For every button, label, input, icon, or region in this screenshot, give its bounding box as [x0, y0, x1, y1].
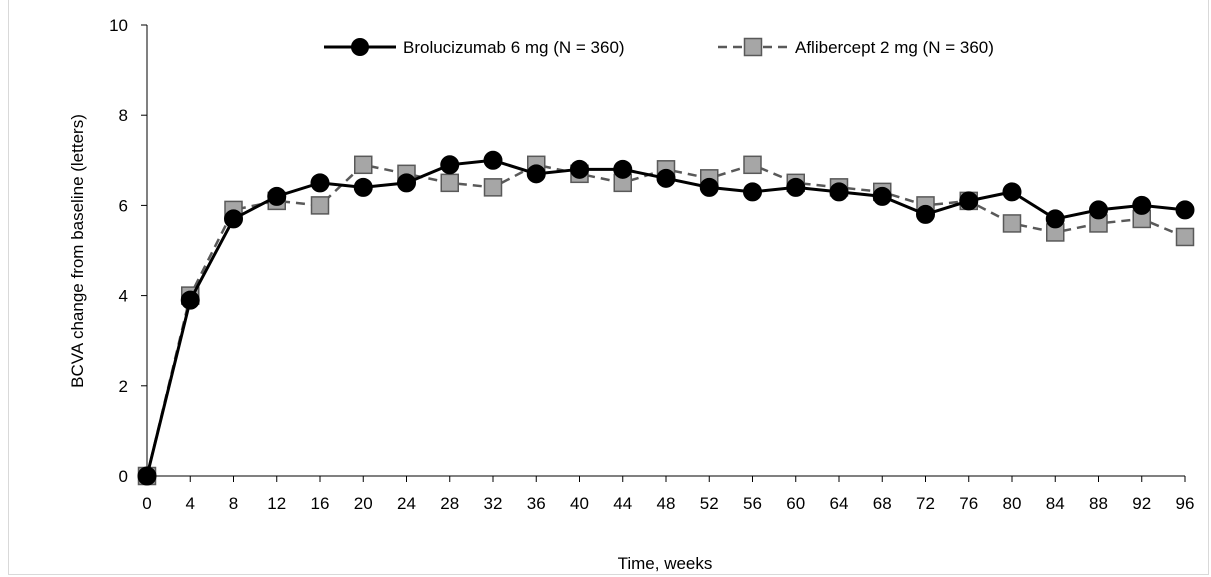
x-tick-label: 60 — [786, 494, 805, 513]
data-point-circle — [1045, 209, 1065, 229]
x-tick-label: 44 — [613, 494, 632, 513]
y-tick-label: 0 — [119, 467, 128, 486]
data-point-square — [310, 196, 330, 215]
data-point-circle — [397, 173, 416, 193]
x-tick-label: 4 — [186, 494, 195, 513]
data-point-circle — [224, 209, 243, 229]
series-line — [145, 163, 1186, 477]
data-point-circle — [526, 164, 546, 184]
data-point-circle — [440, 155, 460, 175]
x-tick-label: 16 — [311, 494, 330, 513]
x-tick-label: 56 — [743, 494, 762, 513]
x-axis-title: Time, weeks — [618, 554, 713, 573]
data-point-circle — [872, 186, 892, 206]
data-point-square — [483, 178, 503, 197]
series-layer — [137, 150, 1195, 486]
data-point-circle — [180, 290, 200, 310]
y-tick-label: 8 — [119, 106, 128, 125]
data-point-circle — [483, 150, 503, 170]
data-point-circle — [570, 159, 589, 179]
x-tick-label: 40 — [570, 494, 589, 513]
x-tick-label: 48 — [657, 494, 676, 513]
x-tick-label: 76 — [959, 494, 978, 513]
y-tick-label: 6 — [119, 196, 128, 215]
y-tick-label: 4 — [119, 287, 128, 306]
x-tick-label: 88 — [1089, 494, 1108, 513]
data-point-circle — [1132, 195, 1152, 215]
data-point-circle — [1175, 200, 1195, 220]
x-tick-label: 96 — [1176, 494, 1195, 513]
data-point-circle — [743, 182, 762, 202]
data-point-circle — [137, 466, 157, 486]
chart-frame — [8, 0, 1209, 575]
data-point-circle — [786, 177, 806, 197]
data-point-circle — [829, 182, 849, 202]
x-tick-label: 52 — [700, 494, 719, 513]
x-tick-label: 20 — [354, 494, 373, 513]
data-point-square — [743, 155, 762, 175]
data-point-circle — [310, 173, 330, 193]
legend-marker-brolucizumab — [351, 38, 369, 56]
x-tick-label: 84 — [1046, 494, 1065, 513]
x-tick-label: 36 — [527, 494, 546, 513]
data-point-circle — [699, 177, 719, 197]
series-line — [145, 158, 1186, 477]
x-tick-label: 92 — [1132, 494, 1151, 513]
legend-label-brolucizumab: Brolucizumab 6 mg (N = 360) — [403, 38, 625, 57]
x-tick-label: 32 — [484, 494, 503, 513]
data-point-circle — [267, 186, 287, 206]
data-point-square — [440, 173, 459, 193]
legend-marker-aflibercept — [743, 37, 763, 57]
series-brolucizumab — [137, 150, 1195, 486]
legend-label-aflibercept: Aflibercept 2 mg (N = 360) — [795, 38, 994, 57]
x-tick-label: 0 — [142, 494, 151, 513]
data-point-square — [1175, 227, 1195, 247]
y-tick-label: 2 — [119, 377, 128, 396]
x-tick-label: 68 — [873, 494, 892, 513]
y-axis-title: BCVA change from baseline (letters) — [68, 114, 87, 388]
x-tick-label: 8 — [229, 494, 238, 513]
data-point-circle — [1002, 182, 1022, 202]
x-tick-label: 80 — [1003, 494, 1022, 513]
y-tick-label: 10 — [109, 16, 128, 35]
x-tick-label: 28 — [440, 494, 459, 513]
data-point-circle — [353, 177, 373, 197]
data-point-circle — [613, 159, 633, 179]
data-point-circle — [916, 204, 935, 224]
data-point-square — [354, 155, 373, 175]
legend: Brolucizumab 6 mg (N = 360) Aflibercept 2… — [324, 37, 994, 57]
data-point-circle — [959, 191, 979, 211]
x-tick-label: 72 — [916, 494, 935, 513]
x-tick-label: 12 — [267, 494, 286, 513]
x-tick-label: 24 — [397, 494, 416, 513]
data-point-circle — [656, 168, 676, 188]
data-point-circle — [1089, 200, 1108, 220]
data-point-square — [1002, 214, 1022, 233]
x-tick-label: 64 — [830, 494, 849, 513]
